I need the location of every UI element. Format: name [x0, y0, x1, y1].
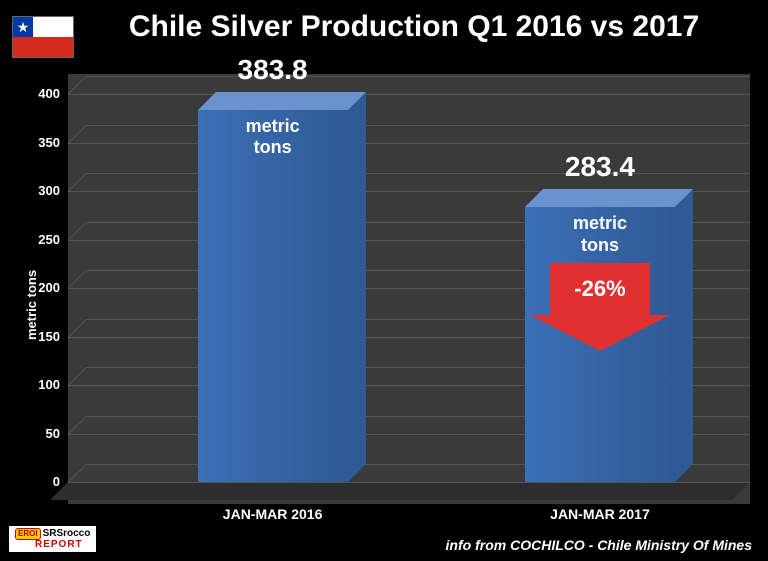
y-tick-label: 50	[20, 426, 60, 441]
y-axis-label: metric tons	[24, 270, 39, 340]
chart-floor	[50, 482, 750, 500]
bar-value-label: 383.8	[178, 54, 368, 86]
x-tick-label: JAN-MAR 2016	[168, 506, 378, 522]
bar-value-label: 283.4	[505, 151, 695, 183]
y-tick-label: 400	[20, 86, 60, 101]
y-tick-label: 250	[20, 232, 60, 247]
gridline	[68, 94, 750, 95]
y-tick-label: 100	[20, 377, 60, 392]
source-text: info from COCHILCO - Chile Ministry Of M…	[446, 537, 752, 553]
gridline	[86, 125, 750, 126]
gridline	[68, 482, 750, 483]
bar-unit-label: metrictons	[198, 116, 348, 159]
srsrocco-logo: EROISRSrocco REPORT	[8, 525, 97, 553]
y-tick-label: 300	[20, 183, 60, 198]
change-arrow: -26%	[530, 263, 670, 351]
bar-chart: 050100150200250300350400383.8metrictonsJ…	[68, 74, 750, 504]
change-text: -26%	[550, 263, 650, 315]
bar	[198, 110, 348, 482]
gridline	[68, 143, 750, 144]
chart-title: Chile Silver Production Q1 2016 vs 2017	[80, 10, 748, 44]
y-tick-label: 350	[20, 135, 60, 150]
bar-unit-label: metrictons	[525, 213, 675, 256]
chile-flag-icon: ★	[12, 16, 74, 58]
x-tick-label: JAN-MAR 2017	[495, 506, 705, 522]
y-tick-label: 0	[20, 474, 60, 489]
